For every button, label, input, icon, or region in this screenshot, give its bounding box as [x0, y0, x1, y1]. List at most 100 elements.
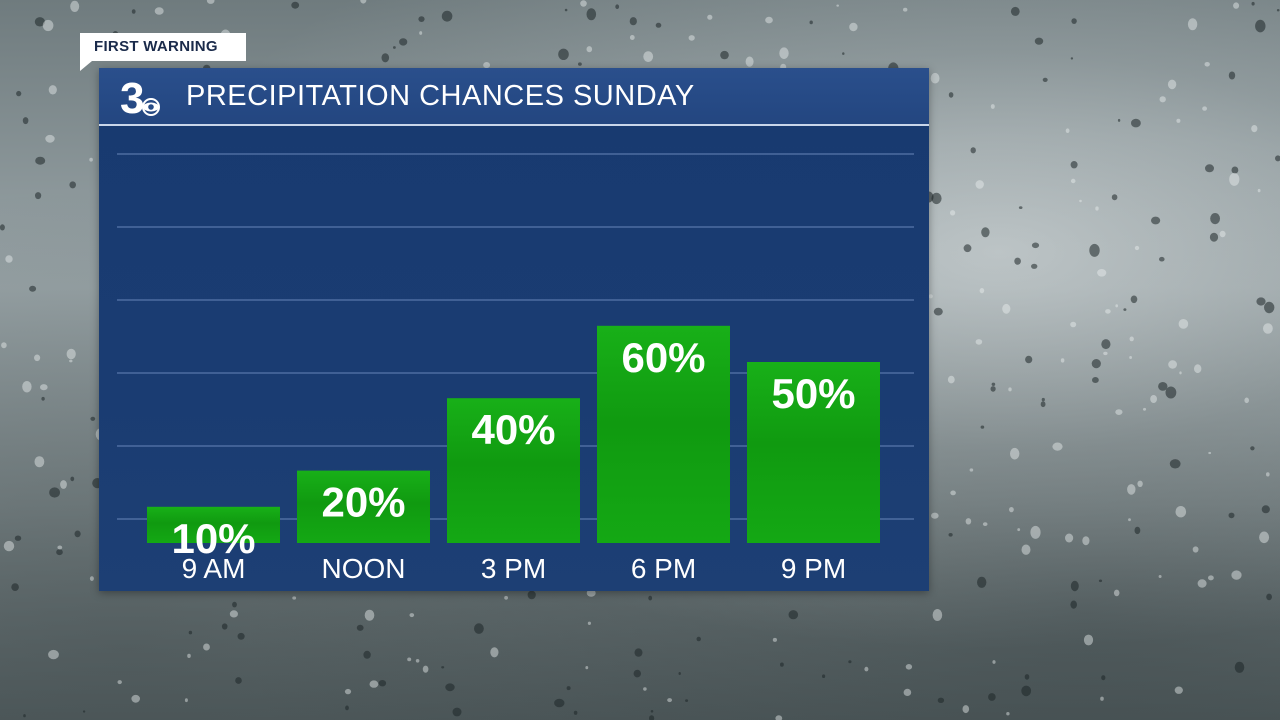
x-tick-label: 9 AM [182, 553, 246, 584]
raindrop [932, 609, 943, 621]
raindrop [990, 104, 995, 109]
raindrop [1168, 360, 1177, 369]
raindrop [779, 47, 789, 59]
raindrop [1231, 570, 1242, 580]
raindrop [580, 0, 587, 7]
raindrop [203, 643, 210, 651]
raindrop [11, 583, 19, 591]
raindrop [558, 48, 569, 60]
raindrop [441, 10, 453, 22]
raindrop [23, 714, 26, 718]
raindrop [1158, 575, 1162, 578]
raindrop [1128, 518, 1131, 522]
raindrop [1167, 79, 1177, 90]
raindrop [836, 4, 839, 7]
raindrop [950, 210, 956, 216]
raindrop [1097, 269, 1107, 277]
raindrop [903, 688, 912, 697]
raindrop [848, 660, 852, 664]
raindrop [1115, 304, 1118, 308]
raindrop [1009, 507, 1014, 513]
raindrop [131, 694, 140, 703]
raindrop [1134, 245, 1140, 251]
svg-text:3: 3 [120, 74, 144, 121]
raindrop [629, 17, 637, 26]
raindrop [586, 46, 593, 53]
bar [297, 470, 430, 543]
raindrop [975, 180, 984, 189]
raindrop [903, 7, 908, 12]
raindrop [1060, 358, 1065, 363]
raindrop [291, 1, 300, 9]
raindrop [1052, 442, 1063, 451]
raindrop [1255, 19, 1266, 33]
raindrop [1228, 512, 1235, 519]
raindrop [1194, 364, 1202, 374]
channel-logo-icon: 3 [120, 74, 160, 121]
raindrop [1103, 351, 1108, 356]
x-tick-label: 3 PM [481, 553, 546, 584]
raindrop [74, 530, 81, 538]
raindrop [1159, 96, 1166, 103]
raindrop [1229, 172, 1240, 186]
raindrop [578, 62, 582, 66]
raindrop [29, 285, 37, 292]
raindrop [1065, 128, 1070, 133]
raindrop [356, 624, 364, 631]
raindrop [975, 339, 983, 345]
raindrop [667, 698, 672, 703]
bar-value-label: 20% [321, 479, 405, 526]
raindrop [206, 0, 215, 4]
raindrop [82, 710, 86, 713]
raindrop [586, 589, 596, 597]
raindrop [1251, 1, 1255, 6]
raindrop [22, 381, 32, 393]
raindrop [35, 192, 42, 200]
raindrop [933, 307, 943, 316]
raindrop [1131, 118, 1141, 128]
raindrop [720, 50, 729, 60]
raindrop [1101, 675, 1106, 681]
raindrop [1129, 356, 1132, 359]
raindrop [1092, 377, 1099, 383]
raindrop [1266, 593, 1272, 601]
raindrop [1041, 397, 1045, 402]
raindrop [1187, 18, 1198, 31]
raindrop [45, 134, 55, 143]
raindrop [1129, 336, 1134, 342]
x-tick-label: NOON [322, 553, 406, 584]
raindrop [649, 715, 655, 720]
raindrop [950, 490, 956, 496]
raindrop [809, 20, 813, 25]
raindrop [1231, 166, 1239, 174]
precipitation-bar-chart: 10% 20% 40% 60% 50% 9 AM NOON 3 PM 6 PM 9 PM [117, 153, 914, 584]
raindrop [1250, 446, 1255, 451]
raindrop [643, 687, 647, 691]
raindrop [981, 227, 990, 238]
x-tick-label: 9 PM [781, 553, 846, 584]
raindrop [969, 468, 974, 472]
raindrop [131, 9, 136, 14]
raindrop [1070, 321, 1077, 328]
raindrop [1083, 634, 1094, 646]
raindrop [407, 657, 412, 662]
raindrop [1263, 323, 1273, 334]
raindrop [864, 666, 869, 672]
raindrop [1123, 308, 1127, 311]
bar-value-label: 60% [621, 334, 705, 381]
raindrop [1151, 216, 1161, 225]
raindrop [1034, 37, 1044, 45]
raindrop [22, 117, 29, 125]
raindrop [474, 623, 484, 634]
raindrop [1111, 194, 1118, 201]
raindrop [1208, 575, 1214, 581]
raindrop [49, 487, 60, 498]
raindrop [629, 35, 635, 40]
raindrop [345, 705, 349, 711]
raindrop [48, 85, 57, 95]
raindrop [1165, 386, 1177, 399]
raindrop [418, 16, 425, 22]
raindrop [1192, 546, 1199, 553]
raindrop [483, 62, 490, 69]
raindrop [587, 621, 592, 625]
